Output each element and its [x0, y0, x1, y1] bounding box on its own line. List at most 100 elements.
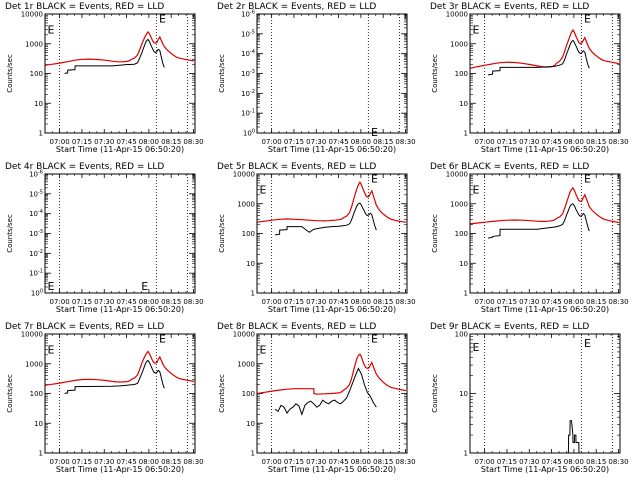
chart-panel-7: Det 7r BLACK = Events, RED = LLD 1 10 100 10…	[5, 322, 204, 474]
plot-frame	[256, 333, 408, 454]
e-marker: E	[159, 333, 166, 346]
x-tick-label: 07:30	[306, 458, 326, 466]
x-tick-label: 08:00	[351, 138, 371, 146]
x-axis-label: Start Time (11-Apr-15 06:50:20)	[481, 465, 609, 474]
plot-frame	[256, 13, 408, 134]
x-tick-label: 07:00	[262, 138, 282, 146]
plot-frame	[44, 333, 196, 454]
x-tick-label: 07:45	[328, 458, 348, 466]
y-tick-label: 100	[243, 129, 255, 138]
chart-panel-1: Det 1r BLACK = Events, RED = LLD 1 10 100 10…	[5, 2, 204, 154]
x-tick-label: 07:45	[541, 458, 561, 466]
y-tick-label: 100	[30, 70, 43, 78]
x-tick-label: 07:00	[262, 458, 282, 466]
y-tick-label: 100	[31, 289, 43, 298]
x-tick-label: 08:00	[139, 138, 159, 146]
chart-title: Det 1r BLACK = Events, RED = LLD	[5, 2, 164, 12]
e-marker: E	[371, 333, 378, 346]
chart-title: Det 6r BLACK = Events, RED = LLD	[430, 162, 589, 172]
lld-series-line	[470, 28, 620, 69]
y-tick-label: 10	[34, 420, 43, 428]
plot-frame	[469, 333, 621, 454]
x-tick-label: 07:45	[541, 298, 561, 306]
x-tick-label: 08:15	[373, 458, 393, 466]
y-tick-label: 1	[251, 450, 255, 458]
x-tick-label: 07:15	[284, 298, 304, 306]
chart-panel-5: Det 5r BLACK = Events, RED = LLD 1 10 100 10…	[217, 162, 416, 314]
y-tick-label: 1000	[450, 200, 468, 208]
x-tick-label: 07:45	[541, 138, 561, 146]
x-tick-label: 08:15	[586, 138, 606, 146]
x-axis-label: Start Time (11-Apr-15 06:50:20)	[268, 465, 396, 474]
x-axis-label: Start Time (11-Apr-15 06:50:20)	[268, 145, 396, 154]
x-tick-label: 08:15	[161, 138, 181, 146]
x-tick-label: 07:45	[116, 458, 136, 466]
e-marker: E	[47, 280, 54, 293]
y-tick-label: 10-4	[29, 209, 43, 218]
chart-title: Det 5r BLACK = Events, RED = LLD	[217, 162, 376, 172]
y-tick-label: 10-6	[29, 170, 43, 179]
x-tick-label: 08:15	[586, 298, 606, 306]
y-axis-label: Counts/sec	[431, 374, 439, 413]
y-tick-label: 100	[455, 230, 468, 238]
x-tick-label: 08:30	[183, 458, 203, 466]
plot-frame	[256, 173, 408, 294]
chart-panel-9: Det 9r BLACK = Events, RED = LLD 1 10 100 07…	[430, 322, 629, 474]
x-tick-label: 08:15	[161, 458, 181, 466]
chart-title: Det 7r BLACK = Events, RED = LLD	[5, 322, 164, 332]
e-marker: E	[259, 184, 266, 197]
y-tick-label: 1	[464, 290, 468, 298]
x-tick-label: 07:30	[94, 458, 114, 466]
y-tick-label: 100	[242, 390, 255, 398]
x-axis-label: Start Time (11-Apr-15 06:50:20)	[56, 305, 184, 314]
chart-panel-2: Det 2r BLACK = Events, RED = LLD 100 10-1 1…	[217, 0, 416, 154]
y-tick-label: 10	[246, 260, 255, 268]
y-tick-label: 10	[459, 100, 468, 108]
events-series-line	[64, 359, 165, 394]
x-tick-label: 07:00	[475, 458, 495, 466]
y-axis-label: Counts/sec	[6, 374, 14, 413]
chart-title: Det 3r BLACK = Events, RED = LLD	[430, 2, 589, 12]
x-tick-label: 08:00	[139, 298, 159, 306]
x-tick-label: 07:00	[50, 138, 70, 146]
x-tick-label: 07:30	[306, 138, 326, 146]
e-marker: E	[472, 341, 479, 354]
y-tick-label: 1000	[237, 360, 255, 368]
x-tick-label: 08:30	[395, 298, 415, 306]
events-series-line	[488, 39, 590, 76]
e-marker: E	[584, 173, 591, 186]
x-tick-label: 07:15	[72, 298, 92, 306]
y-tick-label: 10-1	[29, 269, 43, 278]
y-tick-label: 1	[39, 130, 43, 138]
y-tick-label: 1	[464, 450, 468, 458]
y-tick-label: 10-5	[241, 29, 255, 38]
x-tick-label: 07:30	[519, 298, 539, 306]
x-tick-label: 07:30	[306, 298, 326, 306]
x-tick-label: 07:45	[116, 138, 136, 146]
y-tick-label: 10-1	[241, 109, 255, 118]
y-axis-label: Counts/sec	[218, 214, 226, 253]
chart-title: Det 8r BLACK = Events, RED = LLD	[217, 322, 376, 332]
y-axis-label: Counts/sec	[6, 54, 14, 93]
x-tick-label: 08:00	[564, 458, 584, 466]
lld-series-line	[470, 186, 620, 225]
x-tick-label: 08:30	[608, 138, 628, 146]
y-tick-label: 100	[30, 390, 43, 398]
e-marker: E	[159, 13, 166, 26]
x-tick-label: 07:00	[50, 458, 70, 466]
lld-series-line	[45, 350, 195, 386]
y-tick-label: 10000	[233, 331, 255, 339]
y-tick-label: 10-3	[241, 69, 255, 78]
lld-series-line	[45, 30, 195, 66]
x-tick-label: 08:00	[564, 138, 584, 146]
chart-title: Det 9r BLACK = Events, RED = LLD	[430, 322, 589, 332]
x-tick-label: 07:00	[262, 298, 282, 306]
x-tick-label: 07:45	[116, 298, 136, 306]
x-tick-label: 07:30	[519, 458, 539, 466]
y-tick-label: 10-4	[241, 49, 255, 58]
y-tick-label: 10000	[21, 11, 43, 19]
y-tick-label: 100	[455, 70, 468, 78]
e-marker: E	[259, 0, 266, 1]
y-tick-label: 1000	[25, 40, 43, 48]
y-tick-label: 10-2	[29, 249, 43, 258]
